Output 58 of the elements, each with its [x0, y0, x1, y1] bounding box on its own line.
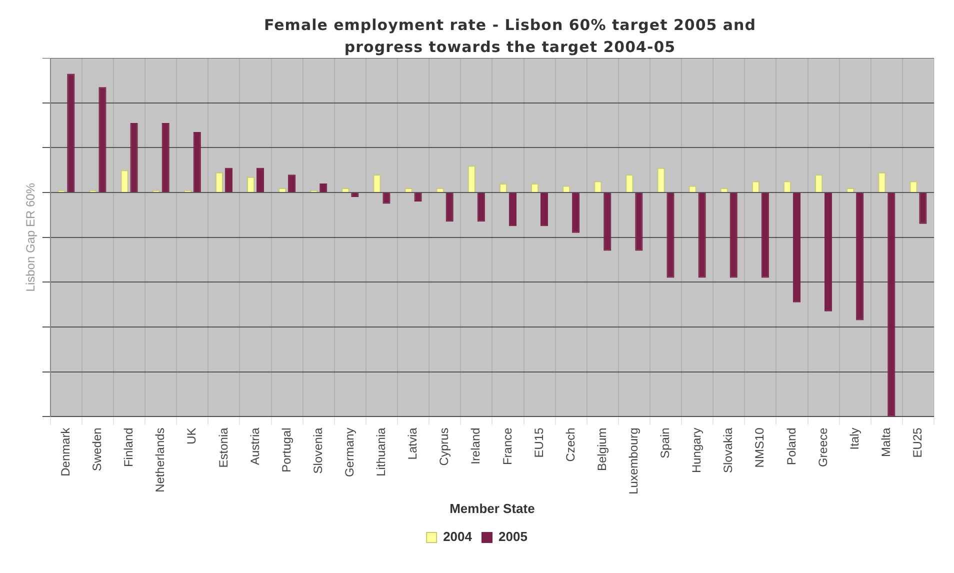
bar	[666, 193, 674, 278]
bar	[604, 193, 612, 251]
x-tick-label: Greece	[816, 427, 830, 468]
bar	[792, 193, 801, 302]
bar	[572, 193, 580, 233]
bar	[98, 87, 106, 192]
bar	[888, 193, 896, 417]
bar	[351, 193, 359, 197]
x-tick-label: EU15	[532, 427, 546, 458]
x-tick-label: Ireland	[468, 428, 483, 464]
x-tick-label: Denmark	[58, 426, 72, 476]
x-tick-label: Czech	[563, 428, 578, 462]
bar	[824, 193, 832, 312]
x-tick-label: Sweden	[90, 428, 104, 472]
bar	[288, 174, 296, 192]
x-tick-label: Austria	[248, 427, 262, 466]
x-tick-label: Spain	[658, 428, 672, 458]
bar	[698, 193, 706, 278]
x-tick-label: France	[500, 427, 514, 466]
x-tick-label: Malta	[878, 427, 893, 458]
x-tick-label: Finland	[122, 428, 136, 468]
bar	[224, 168, 232, 192]
bar	[256, 168, 264, 192]
bar	[193, 132, 201, 192]
x-tick-label: Slovenia	[310, 427, 325, 474]
y-axis-title: Lisbon Gap ER 60%	[24, 182, 38, 292]
bar	[67, 74, 75, 192]
bar	[730, 193, 738, 278]
x-tick-label: Portugal	[279, 428, 294, 472]
bar	[919, 193, 927, 224]
bar	[856, 193, 864, 320]
x-tick-label: Latvia	[406, 427, 420, 460]
bar	[635, 193, 643, 251]
x-tick-label: Estonia	[216, 427, 230, 468]
x-axis-title: Member State	[450, 500, 535, 516]
x-tick-label: Lithuania	[374, 427, 388, 476]
chart-title: Female employment rate - Lisbon 60% target 2005 and progress towards the target 2004-05	[263, 15, 757, 58]
bar	[446, 193, 454, 222]
bar	[477, 193, 485, 222]
bar	[130, 123, 138, 192]
x-tick-label: EU25	[910, 427, 925, 458]
x-tick-label: Luxembourg	[626, 428, 641, 494]
legend-label: 2004	[443, 529, 473, 544]
x-tick-label: Italy	[847, 428, 862, 450]
x-tick-label: Poland	[784, 428, 798, 466]
x-tick-label: NMS10	[752, 427, 767, 468]
bar	[540, 193, 548, 226]
x-tick-label: Belgium	[594, 428, 609, 472]
bar	[508, 193, 516, 226]
x-tick-label: UK	[184, 428, 199, 444]
x-tick-label: Netherlands	[153, 428, 168, 492]
bar	[162, 123, 170, 192]
x-tick-label: Germany	[342, 428, 357, 478]
legend-label: 2005	[498, 529, 528, 544]
bar	[761, 193, 769, 278]
x-tick-label: Slovakia	[721, 427, 736, 474]
x-tick-label: Cyprus	[437, 428, 452, 466]
x-tick-label: Hungary	[690, 428, 704, 474]
